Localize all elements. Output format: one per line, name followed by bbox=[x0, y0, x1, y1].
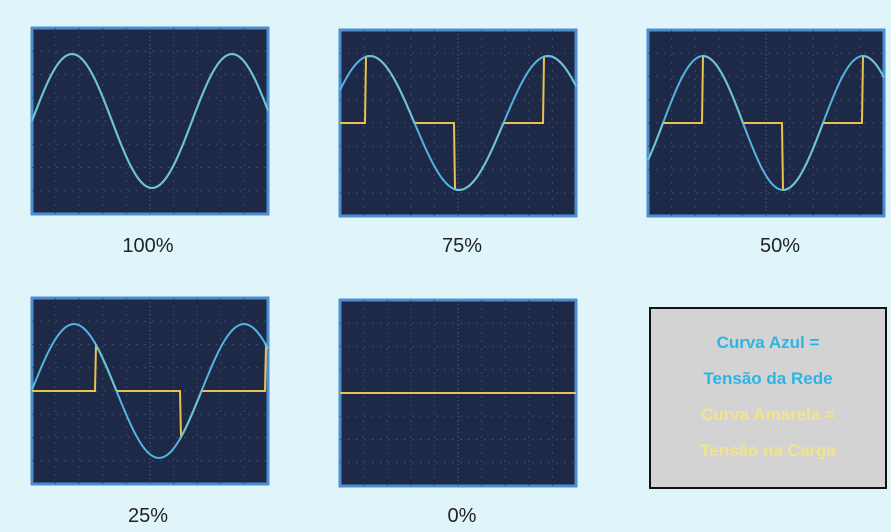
panel-label: 50% bbox=[760, 235, 800, 257]
oscilloscope-panel bbox=[340, 30, 576, 216]
legend-line: Curva Amarela = bbox=[701, 405, 835, 424]
panel-label: 0% bbox=[448, 505, 477, 527]
legend-line: Curva Azul = bbox=[717, 333, 820, 352]
legend-line: Tensão da Rede bbox=[703, 369, 832, 388]
legend-line: Tensão na Carga bbox=[700, 441, 836, 460]
oscilloscope-panel bbox=[648, 30, 884, 216]
page: Curva Azul = Tensão da Rede Curva Amarel… bbox=[0, 0, 891, 532]
panel-label: 100% bbox=[122, 235, 173, 257]
panel-label: 75% bbox=[442, 235, 482, 257]
oscilloscope-panel bbox=[32, 28, 268, 214]
panel-label: 25% bbox=[128, 505, 168, 527]
oscilloscope-panel bbox=[340, 300, 576, 486]
oscilloscope-panel bbox=[32, 298, 268, 484]
